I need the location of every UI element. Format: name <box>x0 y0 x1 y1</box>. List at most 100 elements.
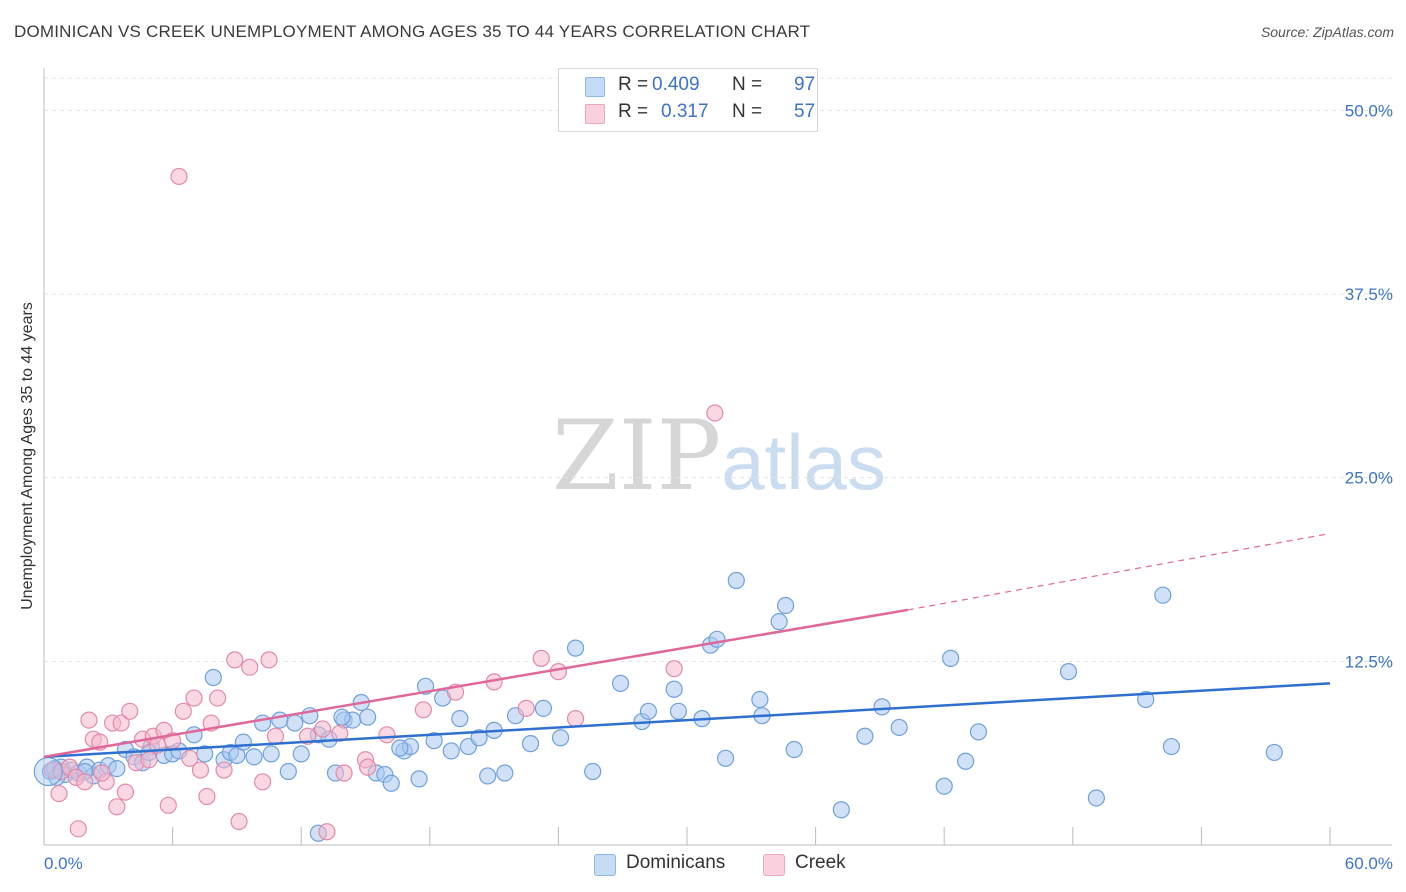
creek-point <box>215 761 233 779</box>
creek-point <box>665 660 683 678</box>
dominicans-point <box>665 680 683 698</box>
creek-point <box>517 699 535 717</box>
watermark-atlas: atlas <box>721 418 886 506</box>
dominicans-point <box>262 745 280 763</box>
creek-point <box>50 784 68 803</box>
dominicans-point <box>669 702 688 720</box>
bottom-legend-label-creek: Creek <box>795 852 846 873</box>
source-note: Source: ZipAtlas.com <box>1260 24 1394 40</box>
creek-point <box>254 773 272 791</box>
dominicans-point <box>425 732 443 750</box>
creek-point <box>69 820 87 838</box>
dominicans-point <box>279 762 297 781</box>
creek-point <box>266 727 285 745</box>
dominicans-point <box>451 710 469 728</box>
creek-point <box>108 798 126 816</box>
dominicans-point <box>1162 737 1180 756</box>
dominicans-point <box>776 596 795 615</box>
legend-swatch-dominicans <box>585 77 605 97</box>
dominicans-point <box>234 733 252 751</box>
creek-point <box>706 404 724 422</box>
creek-point <box>185 689 203 707</box>
creek-point <box>359 758 377 776</box>
dominicans-point <box>1087 789 1105 807</box>
dominicans-point <box>1265 743 1283 762</box>
dominicans-point <box>245 748 263 766</box>
dominicans-point <box>382 774 400 792</box>
x-tick-label: 60.0% <box>1345 854 1393 873</box>
watermark-zip: ZIP <box>552 400 722 512</box>
dominicans-point <box>204 668 222 687</box>
y-tick-label: 12.5% <box>1345 652 1393 671</box>
creek-point <box>191 761 210 779</box>
legend-n-value: 97 <box>794 74 816 95</box>
dominicans-point <box>1154 586 1172 604</box>
dominicans-point <box>716 749 735 767</box>
creek-point <box>170 167 188 186</box>
legend-r-label: R = <box>618 74 649 95</box>
creek-point <box>318 823 336 841</box>
creek-point <box>121 702 139 720</box>
creek-point <box>198 787 216 806</box>
legend-swatch-creek <box>585 104 605 124</box>
legend-n-value: 57 <box>794 101 816 122</box>
creek-point <box>209 689 227 707</box>
creek-point <box>335 764 353 782</box>
dominicans-point <box>856 727 874 745</box>
dominicans-point <box>470 729 488 747</box>
dominicans-point <box>785 740 803 759</box>
dominicans-trend-line <box>43 682 1331 759</box>
chart-title: DOMINICAN VS CREEK UNEMPLOYMENT AMONG AG… <box>14 22 811 41</box>
dominicans-point <box>391 739 409 757</box>
y-axis-label: Unemployment Among Ages 35 to 44 years <box>19 302 36 610</box>
legend-r-value: 0.409 <box>652 74 700 95</box>
dominicans-point <box>292 745 310 763</box>
dominicans-point <box>890 718 908 737</box>
y-tick-label: 37.5% <box>1345 285 1393 304</box>
dominicans-point <box>442 742 460 760</box>
legend-r-value: 0.317 <box>661 101 709 122</box>
dominicans-point <box>1137 690 1155 709</box>
bottom-legend-label-dominicans: Dominicans <box>626 852 726 873</box>
dominicans-point <box>521 735 540 753</box>
x-tick-label: 0.0% <box>44 854 83 873</box>
dominicans-point <box>33 756 63 787</box>
legend-r-label: R = <box>618 101 649 122</box>
creek-point <box>241 658 259 676</box>
dominicans-point <box>479 767 497 785</box>
creek-point <box>331 724 349 742</box>
creek-point <box>549 663 568 681</box>
dominicans-point <box>271 711 289 729</box>
creek-point <box>314 720 332 738</box>
dominicans-point <box>611 674 630 692</box>
y-tick-label: 50.0% <box>1345 101 1393 120</box>
creek-point <box>181 749 199 767</box>
creek-point <box>159 796 177 814</box>
creek-point <box>80 711 98 729</box>
dominicans-point <box>551 729 570 747</box>
dominicans-point <box>832 801 850 819</box>
dominicans-point <box>286 714 304 732</box>
dominicans-point <box>496 764 514 782</box>
correlation-legend: R = 0.409 N = 97 R = 0.317 N = 57 <box>558 68 818 132</box>
dominicans-point <box>873 698 891 716</box>
dominicans-point <box>359 708 377 726</box>
creek-point <box>378 726 396 744</box>
y-tick-label: 25.0% <box>1345 469 1393 488</box>
dominicans-point <box>957 752 975 770</box>
creek-point <box>414 701 432 719</box>
dominicans-point <box>942 649 960 667</box>
creek-point <box>230 812 248 831</box>
dominicans-point <box>935 777 953 795</box>
creek-point <box>112 714 130 732</box>
creek-point <box>174 702 192 720</box>
creek-point <box>93 764 111 782</box>
creek-point <box>566 710 585 728</box>
creek-point <box>226 651 244 669</box>
creek-trend-extension <box>907 532 1331 611</box>
watermark: ZIPatlas <box>552 400 886 512</box>
dominicans-point <box>108 759 126 778</box>
dominicans-point <box>1059 663 1078 681</box>
creek-point <box>532 649 550 667</box>
